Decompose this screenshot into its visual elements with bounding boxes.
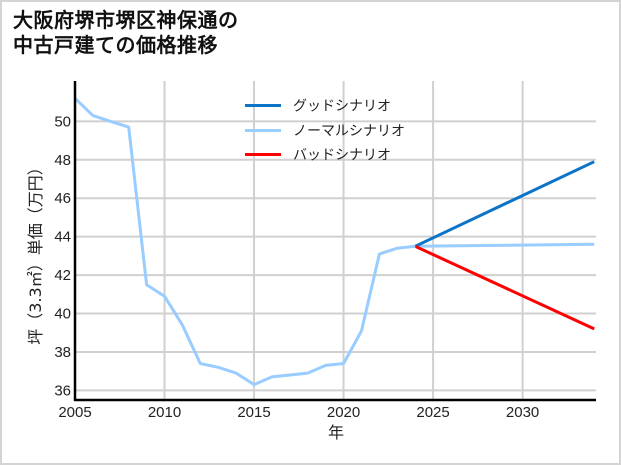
y-tick-label: 46 xyxy=(54,190,71,207)
series-line xyxy=(414,244,595,331)
y-tick-label: 42 xyxy=(54,267,71,284)
legend-item: バッドシナリオ xyxy=(245,148,391,164)
legend-item: ノーマルシナリオ xyxy=(245,124,405,140)
legend-label: ノーマルシナリオ xyxy=(293,124,405,140)
y-axis-label: 坪（3.3㎡）単価（万円） xyxy=(26,159,45,344)
series-line xyxy=(73,97,416,387)
series-line xyxy=(414,160,595,248)
y-tick-label: 38 xyxy=(54,344,71,361)
chart-title-line-1: 大阪府堺市堺区神保通の xyxy=(13,8,239,32)
legend-label: グッドシナリオ xyxy=(293,99,391,115)
series-line xyxy=(415,242,595,248)
x-tick-label: 2010 xyxy=(148,404,181,421)
x-tick-label: 2025 xyxy=(416,404,449,421)
x-tick-label: 2030 xyxy=(506,404,539,421)
y-tick-label: 50 xyxy=(54,113,71,130)
x-tick-labels: 2005 2010 2015 2020 2025 2030 xyxy=(58,404,539,421)
y-tick-label: 36 xyxy=(54,382,71,399)
x-tick-label: 2020 xyxy=(327,404,360,421)
y-tick-label: 48 xyxy=(54,152,71,169)
y-tick-label: 40 xyxy=(54,306,71,323)
x-tick-label: 2015 xyxy=(237,404,270,421)
x-tick-label: 2005 xyxy=(58,404,91,421)
axes xyxy=(73,81,596,402)
y-tick-labels: 36 38 40 42 44 46 48 50 xyxy=(54,113,71,399)
x-axis-label: 年 xyxy=(328,423,344,442)
legend-label: バッドシナリオ xyxy=(293,148,391,164)
data-lines xyxy=(73,97,595,387)
chart-title-line-2: 中古戸建ての価格推移 xyxy=(13,33,218,57)
legend-item: グッドシナリオ xyxy=(245,99,391,115)
y-tick-label: 44 xyxy=(54,229,71,246)
chart-title: 大阪府堺市堺区神保通の 中古戸建ての価格推移 xyxy=(13,8,239,58)
